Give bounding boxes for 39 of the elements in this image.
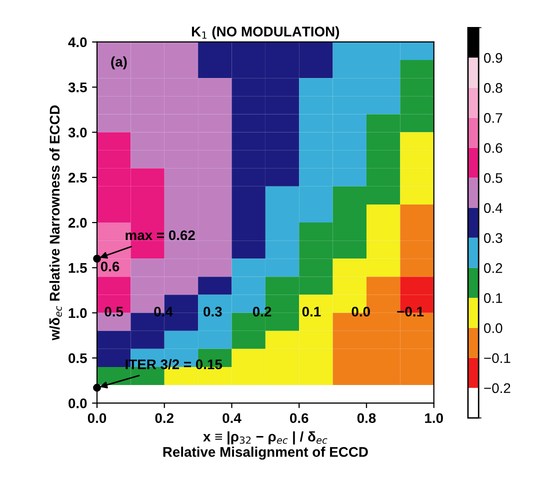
color-bar-label: 0.2 xyxy=(484,263,502,273)
y-tick-label: 0.5 xyxy=(68,353,87,364)
color-bar-label: 0.4 xyxy=(484,203,502,213)
x-axis-title: x ≡ |ρ$_{32}$ − ρ$_{ec}$ | / δ$_{ec}$ Relative Misalignment of ECCD xyxy=(163,431,368,460)
y-tick-label: 0.0 xyxy=(68,398,87,408)
y-tick-label: 1.5 xyxy=(68,263,87,273)
annotation: −0.1 xyxy=(397,306,424,317)
annotation: 0.5 xyxy=(104,306,124,317)
y-tick-label: 2.0 xyxy=(68,218,87,228)
color-bar-label: 0.3 xyxy=(484,233,502,243)
chart-title: K$_{1}$ (NO MODULATION) xyxy=(192,26,340,40)
annotation: 0.3 xyxy=(204,306,222,317)
color-bar-label: 0.5 xyxy=(484,173,502,183)
x-tick-label: 0.2 xyxy=(155,413,174,424)
y-tick-label: 3.0 xyxy=(68,128,87,138)
y-axis-title: w/δ$_{ec}$ Relative Narrowness of ECCD xyxy=(49,105,62,340)
color-bar-label: 0.8 xyxy=(484,83,502,93)
annotation: 0.6 xyxy=(100,262,120,272)
color-bar-label: 0.9 xyxy=(484,53,502,63)
annotation: (a) xyxy=(111,56,127,70)
annotation: 0.1 xyxy=(302,306,321,317)
annotation: 0.4 xyxy=(154,306,173,317)
x-tick-label: 0.6 xyxy=(290,413,308,424)
x-tick-label: 0.8 xyxy=(357,413,376,424)
x-tick-label: 1.0 xyxy=(425,413,443,424)
annotation: 0.0 xyxy=(352,306,370,317)
y-tick-label: 3.5 xyxy=(68,82,87,92)
color-bar-label: 0.6 xyxy=(484,143,502,153)
color-bar-label: −0.1 xyxy=(484,353,510,364)
color-bar-label: 0.7 xyxy=(484,113,502,123)
color-bar-label: 0.1 xyxy=(484,293,502,304)
annotation: max = 0.62 xyxy=(126,230,195,240)
color-bar-label: 0.0 xyxy=(484,323,502,334)
y-tick-label: 1.0 xyxy=(68,308,87,318)
x-tick-label: 0.0 xyxy=(88,413,106,424)
y-tick-label: 2.5 xyxy=(68,172,87,183)
color-bar-label: −0.2 xyxy=(484,383,510,394)
y-tick-label: 4.0 xyxy=(68,37,87,48)
x-tick-label: 0.4 xyxy=(222,413,242,424)
